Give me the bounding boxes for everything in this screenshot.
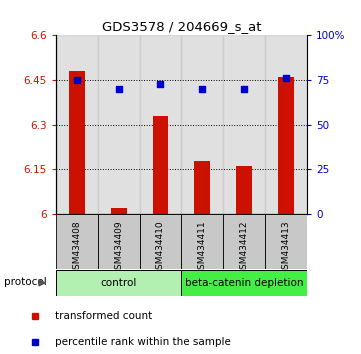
Bar xyxy=(181,35,223,214)
Text: GSM434413: GSM434413 xyxy=(282,221,291,275)
Text: GSM434409: GSM434409 xyxy=(114,221,123,275)
Bar xyxy=(278,77,294,214)
Text: percentile rank within the sample: percentile rank within the sample xyxy=(55,337,230,347)
FancyBboxPatch shape xyxy=(140,214,181,269)
Title: GDS3578 / 204669_s_at: GDS3578 / 204669_s_at xyxy=(102,20,261,33)
FancyBboxPatch shape xyxy=(265,214,307,269)
Bar xyxy=(153,116,169,214)
Point xyxy=(116,86,122,92)
Bar xyxy=(194,160,210,214)
Point xyxy=(74,77,80,83)
FancyBboxPatch shape xyxy=(56,214,98,269)
Text: GSM434411: GSM434411 xyxy=(198,221,207,275)
Bar xyxy=(265,35,307,214)
Text: transformed count: transformed count xyxy=(55,311,152,321)
Text: control: control xyxy=(100,278,137,288)
FancyBboxPatch shape xyxy=(223,214,265,269)
Text: GSM434412: GSM434412 xyxy=(240,221,249,275)
Bar xyxy=(69,71,85,214)
Bar xyxy=(56,35,98,214)
FancyBboxPatch shape xyxy=(98,214,140,269)
Text: protocol: protocol xyxy=(4,276,47,287)
Bar xyxy=(140,35,181,214)
Point xyxy=(158,81,164,86)
Point xyxy=(241,86,247,92)
FancyBboxPatch shape xyxy=(181,270,307,296)
FancyBboxPatch shape xyxy=(56,270,181,296)
Text: GSM434410: GSM434410 xyxy=(156,221,165,275)
Bar xyxy=(236,166,252,214)
FancyBboxPatch shape xyxy=(181,214,223,269)
Point xyxy=(199,86,205,92)
Bar xyxy=(98,35,140,214)
Text: GSM434408: GSM434408 xyxy=(72,221,81,275)
Point xyxy=(283,75,289,81)
Text: beta-catenin depletion: beta-catenin depletion xyxy=(185,278,303,288)
Bar xyxy=(223,35,265,214)
Bar xyxy=(111,208,127,214)
